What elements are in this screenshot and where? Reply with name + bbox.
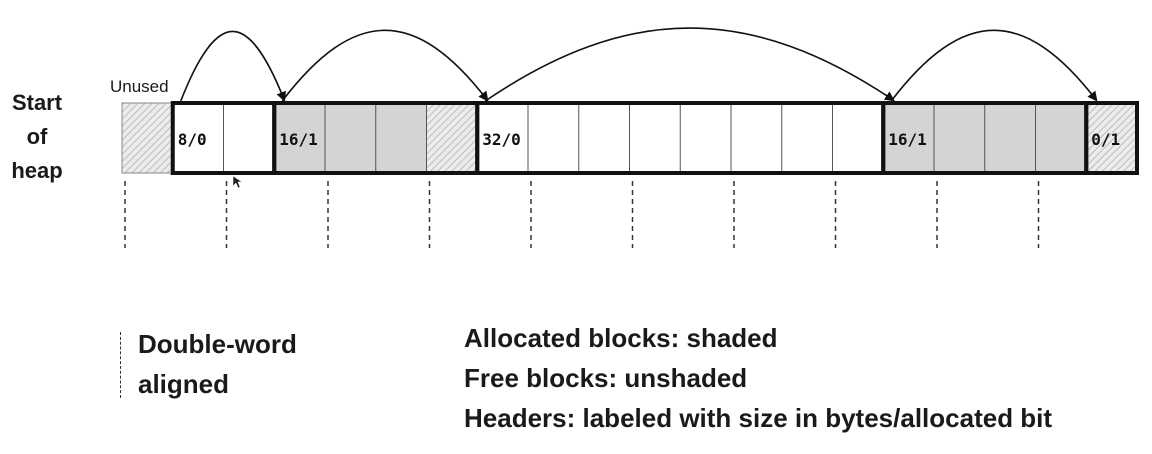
mouse-cursor-icon: [232, 175, 243, 189]
legend-allocated: Allocated blocks: shaded: [464, 323, 778, 353]
shading-legend: Allocated blocks: shaded Free blocks: un…: [464, 318, 1052, 438]
block-borders: [170, 101, 1139, 175]
heap-cell-free: [731, 103, 782, 173]
heap-cell-free: [680, 103, 731, 173]
heap-cell-shaded: [1035, 103, 1087, 173]
header-labels: 8/0 16/1 32/0 16/1 0/1: [178, 130, 1120, 149]
start-of-heap-label: Start of heap: [0, 86, 74, 188]
heap-cell-free: [629, 103, 681, 173]
heap-cell-header: [477, 103, 528, 173]
heap-cell-free: [528, 103, 579, 173]
heap-cell-header: [883, 103, 934, 173]
header-label-1: 16/1: [279, 130, 318, 149]
legend-headers: Headers: labeled with size in bytes/allo…: [464, 403, 1053, 433]
heap-cells: [122, 103, 1137, 173]
double-word-line-1: Double-word: [138, 329, 297, 359]
start-label-line-2: of: [26, 124, 48, 149]
header-label-3: 16/1: [888, 130, 927, 149]
header-label-0: 8/0: [178, 130, 207, 149]
heap-cell-shaded: [984, 103, 1036, 173]
heap-cell-shaded: [375, 103, 427, 173]
heap-cell-free: [781, 103, 833, 173]
legend-free: Free blocks: unshaded: [464, 363, 748, 393]
next-block-arrow: [484, 27, 895, 102]
heap-cell-header: [1086, 103, 1137, 173]
heap-cell-free: [578, 103, 630, 173]
heap-cell-free: [223, 103, 275, 173]
heap-cell-header: [274, 103, 325, 173]
alignment-dashes: [124, 181, 1040, 248]
heap-cell-header: [172, 103, 224, 173]
next-block-arrows: [180, 27, 1098, 102]
next-block-arrow: [180, 30, 286, 102]
next-block-arrow: [281, 29, 489, 102]
double-word-line-2: aligned: [138, 369, 230, 399]
header-label-2: 32/0: [482, 130, 521, 149]
next-block-arrow: [890, 29, 1098, 102]
double-word-legend: Double-word aligned: [138, 324, 297, 404]
start-label-line-1: Start: [11, 90, 63, 115]
unused-label: Unused: [110, 77, 169, 96]
heap-cell-hatched: [426, 103, 478, 173]
double-word-dash-sample: [120, 332, 121, 398]
heap-cell-shaded: [934, 103, 985, 173]
start-label-line-3: heap: [11, 158, 63, 183]
heap-cell-free: [832, 103, 884, 173]
header-label-4: 0/1: [1091, 130, 1120, 149]
block-border: [1084, 101, 1139, 175]
heap-cell-hatched: [122, 103, 173, 173]
heap-cell-shaded: [325, 103, 376, 173]
